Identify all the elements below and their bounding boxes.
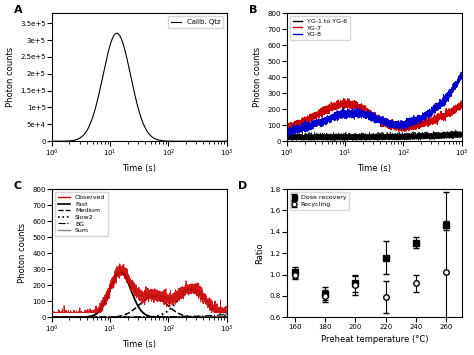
Legend: Dose recovery, Recycling: Dose recovery, Recycling xyxy=(290,192,349,210)
Y-axis label: Ratio: Ratio xyxy=(255,242,264,264)
Y-axis label: Photon counts: Photon counts xyxy=(6,47,15,107)
Legend: Calib. Qtz: Calib. Qtz xyxy=(168,16,223,28)
X-axis label: Time (s): Time (s) xyxy=(122,340,156,349)
X-axis label: Time (s): Time (s) xyxy=(122,164,156,173)
Text: D: D xyxy=(238,181,247,191)
Text: B: B xyxy=(249,5,257,15)
X-axis label: Preheat temperature (°C): Preheat temperature (°C) xyxy=(320,335,428,344)
Legend: YG-1 to YG-6, YG-7, YG-8: YG-1 to YG-6, YG-7, YG-8 xyxy=(290,16,350,40)
Y-axis label: Photon counts: Photon counts xyxy=(253,47,262,107)
Y-axis label: Photon counts: Photon counts xyxy=(18,223,27,283)
Legend: Observed, Fast, Medium, Slow2, BG, Sum: Observed, Fast, Medium, Slow2, BG, Sum xyxy=(55,192,108,236)
X-axis label: Time (s): Time (s) xyxy=(357,164,392,173)
Text: A: A xyxy=(14,5,22,15)
Text: C: C xyxy=(14,181,22,191)
